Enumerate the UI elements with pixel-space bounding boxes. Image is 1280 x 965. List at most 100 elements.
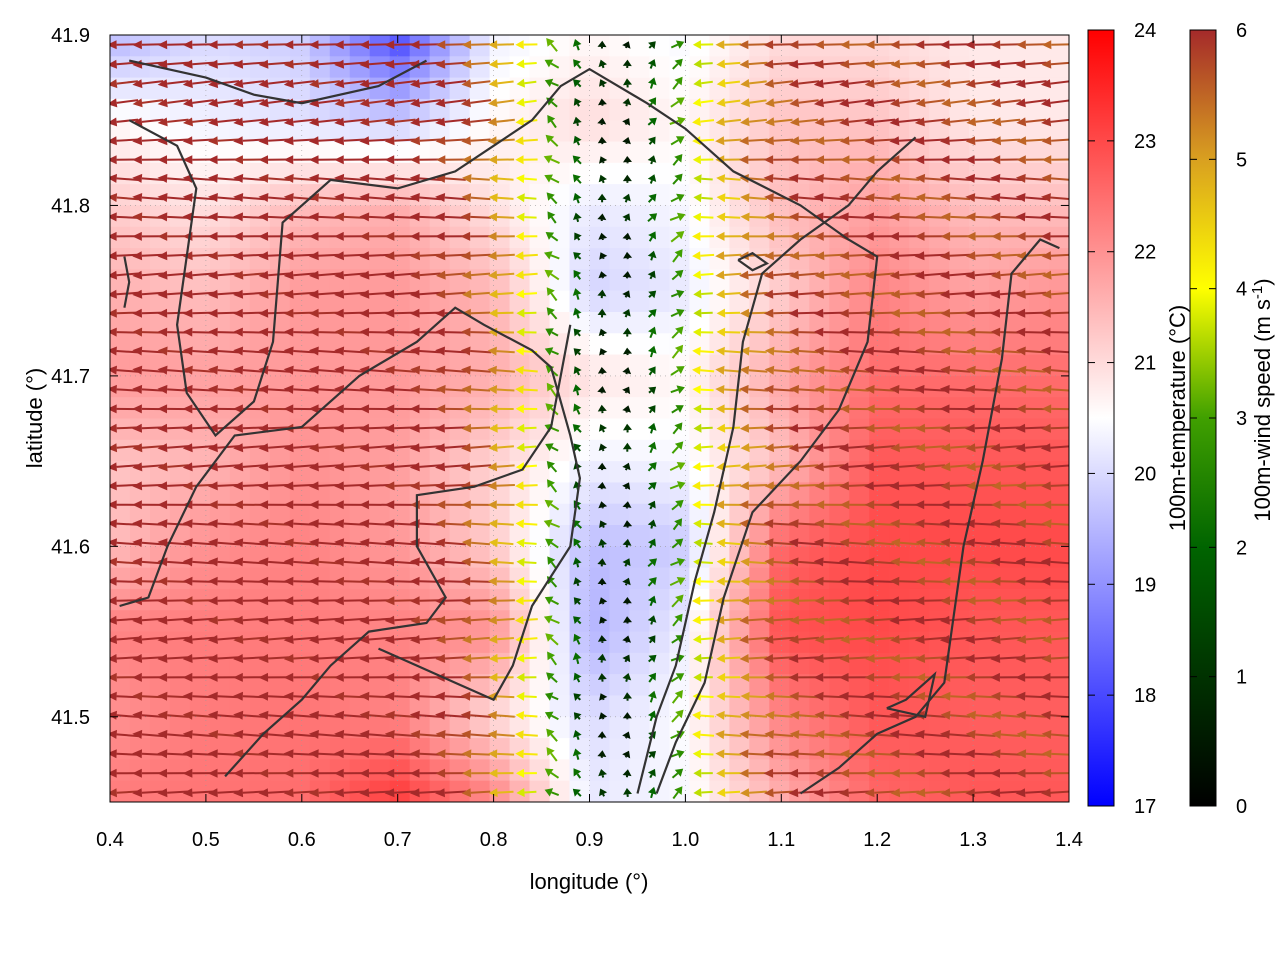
heat-cell xyxy=(270,759,291,781)
heat-cell xyxy=(470,248,491,270)
heat-cell xyxy=(1029,546,1050,568)
heat-cell xyxy=(909,248,930,270)
wind-arrow-shaft xyxy=(774,140,794,141)
heat-cell xyxy=(210,653,231,675)
heat-cell xyxy=(629,674,650,696)
heat-cell xyxy=(949,376,970,398)
heat-cell xyxy=(270,568,291,590)
heat-cell xyxy=(470,35,491,57)
heat-cell xyxy=(190,248,211,270)
heat-cell xyxy=(849,35,870,57)
heat-cell xyxy=(110,546,131,568)
heat-cell xyxy=(550,695,571,717)
heat-cell xyxy=(450,355,471,377)
wind-arrow-shaft xyxy=(824,293,845,294)
heat-cell xyxy=(889,355,910,377)
heat-cell xyxy=(490,78,511,100)
wind-arrow-shaft xyxy=(524,447,536,448)
heat-cell xyxy=(590,461,611,483)
heat-cell xyxy=(809,632,830,654)
heat-cell xyxy=(530,248,551,270)
wind-arrow-shaft xyxy=(725,293,741,294)
heat-cell xyxy=(909,78,930,100)
heat-cell xyxy=(490,376,511,398)
heat-cell xyxy=(909,355,930,377)
wind-arrow-shaft xyxy=(701,428,712,429)
wind-arrow-shaft xyxy=(524,274,538,275)
heat-cell xyxy=(889,461,910,483)
wind-arrow-shaft xyxy=(799,389,819,390)
heat-cell xyxy=(370,759,391,781)
heat-cell xyxy=(909,546,930,568)
heat-cell xyxy=(789,759,810,781)
heat-cell xyxy=(190,632,211,654)
wind-arrow-shaft xyxy=(900,428,919,429)
wind-arrow-shaft xyxy=(626,488,627,489)
heat-cell xyxy=(949,440,970,462)
heat-cell xyxy=(649,355,670,377)
wind-arrow-shaft xyxy=(603,545,604,547)
wind-arrow-shaft xyxy=(471,293,490,294)
wind-arrow-shaft xyxy=(875,524,895,525)
heat-cell xyxy=(170,546,191,568)
heat-cell xyxy=(550,440,571,462)
heat-cell xyxy=(849,184,870,206)
heat-cell xyxy=(590,376,611,398)
heat-cell xyxy=(949,184,970,206)
heat-cell xyxy=(969,355,990,377)
heat-cell xyxy=(1009,163,1030,185)
heat-cell xyxy=(1049,568,1070,590)
heat-cell xyxy=(749,461,770,483)
heat-cell xyxy=(370,440,391,462)
heat-cell xyxy=(550,781,571,803)
heat-cell xyxy=(330,355,351,377)
wind-arrow-shaft xyxy=(701,390,714,391)
wind-arrow-shaft xyxy=(725,351,741,352)
heat-cell xyxy=(170,56,191,78)
heat-cell xyxy=(1009,376,1030,398)
wind-arrow-shaft xyxy=(749,465,766,466)
heat-cell xyxy=(370,248,391,270)
heat-cell xyxy=(849,632,870,654)
heat-cell xyxy=(1009,653,1030,675)
heat-cell xyxy=(190,227,211,249)
wind-arrow-shaft xyxy=(577,123,578,126)
heat-cell xyxy=(629,546,650,568)
heat-cell xyxy=(410,759,431,781)
heat-cell xyxy=(1009,56,1030,78)
wind-arrow-shaft xyxy=(497,390,515,391)
heat-cell xyxy=(1029,269,1050,291)
heat-cell xyxy=(969,248,990,270)
heat-cell xyxy=(170,355,191,377)
heat-cell xyxy=(470,568,491,590)
heat-cell xyxy=(270,546,291,568)
heat-cell xyxy=(530,163,551,185)
wind-arrow-shaft xyxy=(701,447,713,448)
heat-cell xyxy=(889,376,910,398)
heat-cell xyxy=(1029,376,1050,398)
heat-cell xyxy=(709,546,730,568)
heat-cell xyxy=(170,653,191,675)
heat-cell xyxy=(1049,56,1070,78)
heat-cell xyxy=(809,376,830,398)
heat-cell xyxy=(510,759,531,781)
heat-cell xyxy=(190,269,211,291)
wind-arrow-shaft xyxy=(524,524,538,525)
wind-arrow-shaft xyxy=(1026,389,1046,390)
heat-cell xyxy=(629,227,650,249)
heat-cell xyxy=(310,269,331,291)
wind-arrow-shaft xyxy=(445,140,466,141)
heat-cell xyxy=(749,312,770,334)
heat-cell xyxy=(370,163,391,185)
heat-cell xyxy=(669,419,690,441)
heat-cell xyxy=(510,163,531,185)
heat-cell xyxy=(629,397,650,419)
heat-cell xyxy=(470,355,491,377)
heat-cell xyxy=(570,227,591,249)
heat-cell xyxy=(1049,35,1070,57)
heat-cell xyxy=(210,355,231,377)
heat-cell xyxy=(629,312,650,334)
heat-cell xyxy=(570,632,591,654)
heat-cell xyxy=(590,632,611,654)
